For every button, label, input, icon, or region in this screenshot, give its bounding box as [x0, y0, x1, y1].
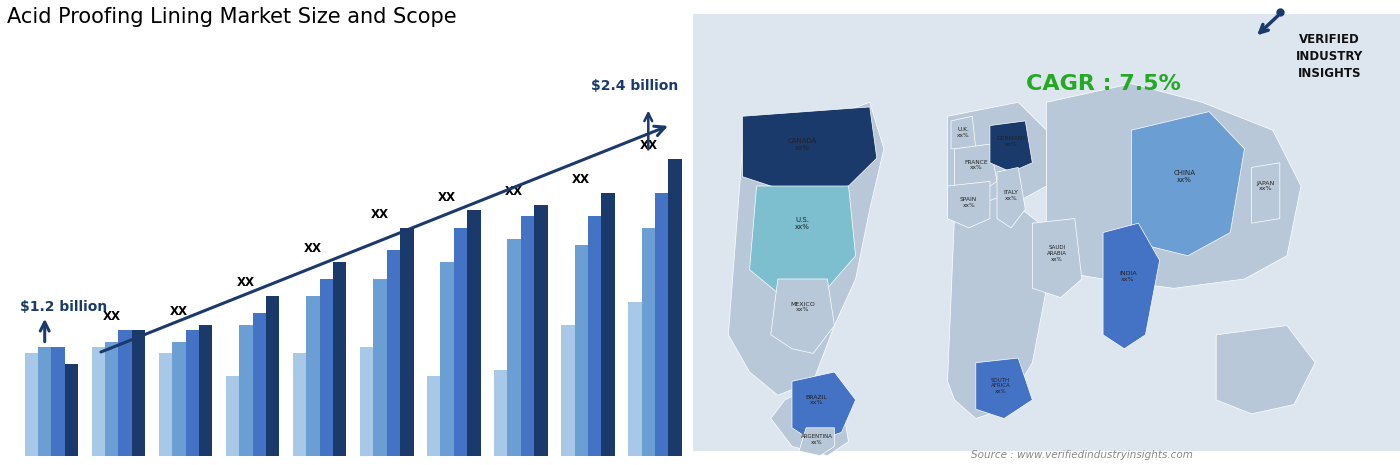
- Text: XX: XX: [505, 185, 524, 198]
- Bar: [119, 330, 132, 456]
- Text: XX: XX: [102, 310, 120, 323]
- Bar: [266, 296, 280, 456]
- Text: CANADA
xx%: CANADA xx%: [788, 138, 818, 151]
- Text: JAPAN
xx%: JAPAN xx%: [1257, 180, 1275, 192]
- Polygon shape: [799, 428, 834, 456]
- Polygon shape: [951, 116, 976, 149]
- Bar: [561, 325, 574, 456]
- Bar: [64, 365, 78, 456]
- Bar: [668, 159, 682, 456]
- Bar: [172, 342, 186, 456]
- Bar: [132, 330, 146, 456]
- Text: Acid Proofing Lining Market Size and Scope: Acid Proofing Lining Market Size and Sco…: [7, 7, 456, 27]
- Bar: [225, 376, 239, 456]
- Bar: [91, 347, 105, 456]
- Bar: [454, 227, 468, 456]
- Bar: [333, 262, 346, 456]
- Polygon shape: [948, 102, 1047, 209]
- Bar: [602, 193, 615, 456]
- Bar: [158, 353, 172, 456]
- Bar: [38, 347, 52, 456]
- Bar: [535, 205, 547, 456]
- Polygon shape: [976, 358, 1032, 418]
- Text: BRAZIL
xx%: BRAZIL xx%: [805, 394, 827, 405]
- Polygon shape: [997, 167, 1025, 228]
- Text: CAGR : 7.5%: CAGR : 7.5%: [1026, 73, 1180, 94]
- Bar: [521, 216, 535, 456]
- Bar: [360, 347, 374, 456]
- Bar: [441, 262, 454, 456]
- Text: INDIA
xx%: INDIA xx%: [1119, 271, 1137, 282]
- Bar: [427, 376, 441, 456]
- Text: U.S.
xx%: U.S. xx%: [795, 217, 811, 230]
- Bar: [374, 279, 386, 456]
- Bar: [52, 347, 64, 456]
- Text: CHINA
xx%: CHINA xx%: [1173, 170, 1196, 183]
- Polygon shape: [948, 181, 990, 228]
- Polygon shape: [792, 372, 855, 442]
- Polygon shape: [1131, 112, 1245, 256]
- Polygon shape: [1252, 163, 1280, 223]
- Text: ARGENTINA
xx%: ARGENTINA xx%: [801, 434, 833, 445]
- Polygon shape: [1217, 326, 1315, 414]
- Bar: [507, 239, 521, 456]
- Bar: [25, 353, 38, 456]
- Text: U.K.
xx%: U.K. xx%: [956, 127, 969, 138]
- Text: XX: XX: [640, 139, 657, 152]
- Text: SPAIN
xx%: SPAIN xx%: [960, 197, 977, 208]
- Polygon shape: [1032, 219, 1082, 298]
- Bar: [588, 216, 602, 456]
- Text: XX: XX: [438, 191, 456, 204]
- Bar: [468, 211, 480, 456]
- Polygon shape: [955, 144, 997, 195]
- Text: FRANCE
xx%: FRANCE xx%: [965, 159, 987, 171]
- Polygon shape: [749, 186, 855, 293]
- Bar: [252, 313, 266, 456]
- Bar: [655, 193, 668, 456]
- Text: SAUDI
ARABIA
xx%: SAUDI ARABIA xx%: [1047, 245, 1067, 262]
- Text: XX: XX: [169, 305, 188, 318]
- Bar: [199, 325, 213, 456]
- Polygon shape: [728, 102, 883, 395]
- Bar: [629, 302, 641, 456]
- Text: MEXICO
xx%: MEXICO xx%: [790, 301, 815, 312]
- Text: XX: XX: [573, 173, 591, 186]
- Bar: [574, 245, 588, 456]
- Text: XX: XX: [237, 276, 255, 289]
- Polygon shape: [990, 121, 1032, 172]
- Polygon shape: [771, 386, 848, 456]
- Bar: [239, 325, 252, 456]
- Bar: [386, 250, 400, 456]
- Bar: [400, 227, 413, 456]
- Polygon shape: [948, 195, 1047, 418]
- Bar: [641, 227, 655, 456]
- Text: $2.4 billion: $2.4 billion: [591, 80, 679, 93]
- Bar: [186, 330, 199, 456]
- Bar: [319, 279, 333, 456]
- Text: XX: XX: [371, 208, 389, 221]
- Bar: [293, 353, 307, 456]
- Text: SOUTH
AFRICA
xx%: SOUTH AFRICA xx%: [991, 378, 1011, 394]
- Text: ITALY
xx%: ITALY xx%: [1004, 190, 1019, 201]
- Polygon shape: [1103, 223, 1159, 349]
- Text: Source : www.verifiedindustryinsights.com: Source : www.verifiedindustryinsights.co…: [972, 450, 1193, 460]
- Text: VERIFIED
INDUSTRY
INSIGHTS: VERIFIED INDUSTRY INSIGHTS: [1295, 33, 1364, 80]
- Polygon shape: [771, 279, 834, 353]
- Bar: [494, 370, 507, 456]
- Text: XX: XX: [304, 242, 322, 255]
- Polygon shape: [742, 107, 876, 195]
- Text: GERMANY
xx%: GERMANY xx%: [997, 136, 1026, 147]
- Bar: [105, 342, 119, 456]
- Bar: [307, 296, 319, 456]
- Polygon shape: [1047, 84, 1301, 288]
- Text: $1.2 billion: $1.2 billion: [20, 300, 106, 314]
